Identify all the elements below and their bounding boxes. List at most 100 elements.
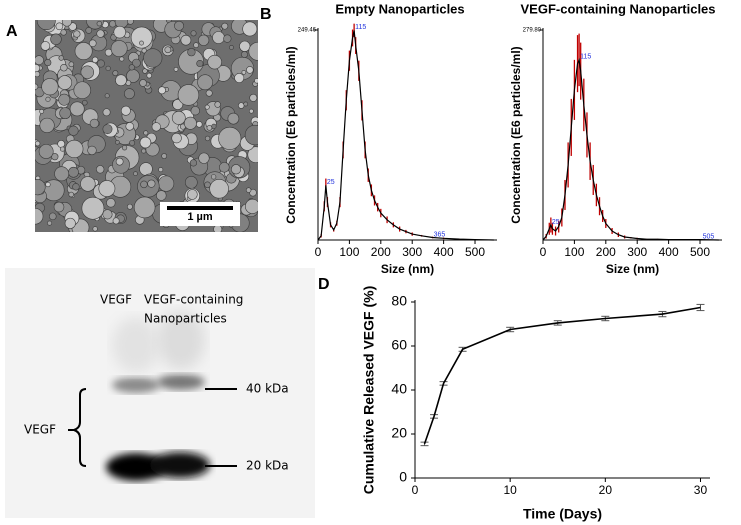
- sem-particle: [130, 26, 153, 49]
- marker-label: 40 kDa: [246, 382, 289, 396]
- sem-particle: [131, 58, 141, 68]
- sem-particle: [47, 220, 53, 226]
- sem-particle: [249, 93, 258, 102]
- sem-particle: [64, 217, 76, 229]
- peak-label: 505: [703, 233, 715, 240]
- y-tick-label: 60: [391, 337, 407, 353]
- sem-particle: [248, 108, 254, 114]
- peak-label: 365: [434, 231, 446, 238]
- sem-particle: [50, 33, 62, 45]
- x-tick-label: 200: [371, 245, 391, 259]
- blot-bands: [106, 310, 210, 481]
- sem-particle: [205, 89, 213, 97]
- sem-particle: [57, 140, 66, 148]
- sem-particle: [229, 44, 234, 50]
- sem-particle: [41, 78, 59, 96]
- sem-particle: [54, 166, 70, 182]
- sem-particle: [239, 40, 251, 52]
- sem-particle: [139, 40, 144, 46]
- sem-particle: [38, 144, 54, 159]
- sem-particle: [204, 135, 211, 142]
- lane-label: Nanoparticles: [144, 312, 227, 326]
- sem-particle: [158, 175, 175, 192]
- sem-particle: [245, 198, 258, 214]
- data-line: [542, 57, 719, 241]
- y-tick-label: 40: [391, 381, 407, 397]
- y-tick-label: 80: [391, 293, 407, 309]
- sem-particle: [39, 117, 55, 133]
- y-axis-label: Concentration (E6 particles/ml): [509, 46, 523, 223]
- sem-particle: [212, 31, 225, 44]
- sem-particle: [126, 203, 133, 210]
- sem-particle: [211, 123, 217, 129]
- sem-particle: [171, 132, 182, 144]
- sem-particle: [35, 208, 44, 225]
- y-axis-label: Cumulative Released VEGF (%): [361, 286, 377, 495]
- sem-particle: [113, 25, 126, 39]
- sem-particle: [197, 34, 210, 46]
- sem-particle: [35, 179, 46, 196]
- sem-particle: [133, 196, 156, 219]
- sem-particle: [58, 55, 64, 61]
- sem-particle: [102, 209, 113, 220]
- marker-label: 20 kDa: [246, 459, 289, 473]
- sem-particle: [92, 226, 98, 232]
- sem-particle: [187, 47, 196, 57]
- sem-particle: [81, 196, 105, 220]
- band: [106, 453, 166, 481]
- smear: [157, 310, 205, 370]
- scale-bar-label: 1 µm: [187, 211, 213, 223]
- sem-particle: [59, 146, 66, 152]
- sem-particle: [96, 20, 103, 27]
- sem-particle: [45, 181, 51, 188]
- sem-particle: [102, 108, 111, 117]
- x-axis-label: Size (nm): [606, 262, 659, 276]
- sem-particle: [240, 51, 248, 58]
- sem-particle: [244, 124, 258, 146]
- x-tick-label: 300: [627, 245, 647, 259]
- sem-particle: [110, 40, 128, 57]
- panel-label: A: [6, 23, 18, 40]
- sem-particle: [106, 198, 116, 208]
- band: [150, 452, 210, 478]
- sem-particle: [68, 61, 75, 68]
- sem-particle: [219, 162, 230, 173]
- data-line: [423, 306, 701, 445]
- x-tick-label: 400: [659, 245, 679, 259]
- sem-particle: [35, 83, 39, 90]
- x-tick-label: 0: [315, 245, 322, 259]
- sem-particle: [69, 101, 85, 117]
- sem-particle: [55, 22, 64, 31]
- sem-particle: [119, 56, 125, 62]
- sem-particle: [114, 20, 129, 29]
- sem-particle: [123, 88, 135, 100]
- x-tick-label: 500: [465, 245, 485, 259]
- sem-particle: [61, 20, 72, 27]
- data-line: [317, 30, 494, 241]
- sem-particle: [207, 54, 222, 70]
- x-tick-label: 10: [503, 483, 517, 497]
- sem-particle: [73, 30, 81, 38]
- sem-particle: [91, 56, 99, 64]
- sem-particle: [39, 109, 45, 114]
- sem-particle: [58, 93, 71, 106]
- sem-particle: [68, 125, 79, 136]
- x-tick-label: 20: [599, 483, 613, 497]
- sem-particle: [204, 181, 211, 189]
- sem-particle: [112, 217, 120, 225]
- sem-particle: [96, 29, 105, 38]
- sem-particle: [171, 111, 186, 125]
- sem-particle: [68, 191, 74, 198]
- x-axis-label: Size (nm): [381, 262, 434, 276]
- lane-label: VEGF-containing: [144, 293, 243, 307]
- sem-particle: [187, 189, 198, 200]
- sem-particle: [206, 125, 213, 131]
- sem-particle: [96, 165, 105, 174]
- y-tick-label: 0: [399, 469, 407, 485]
- sem-particle: [147, 179, 156, 188]
- sem-particle: [98, 180, 116, 197]
- sem-particle: [57, 75, 73, 90]
- sem-particle: [141, 148, 147, 154]
- x-tick-label: 30: [694, 483, 708, 497]
- sem-particle: [35, 55, 44, 65]
